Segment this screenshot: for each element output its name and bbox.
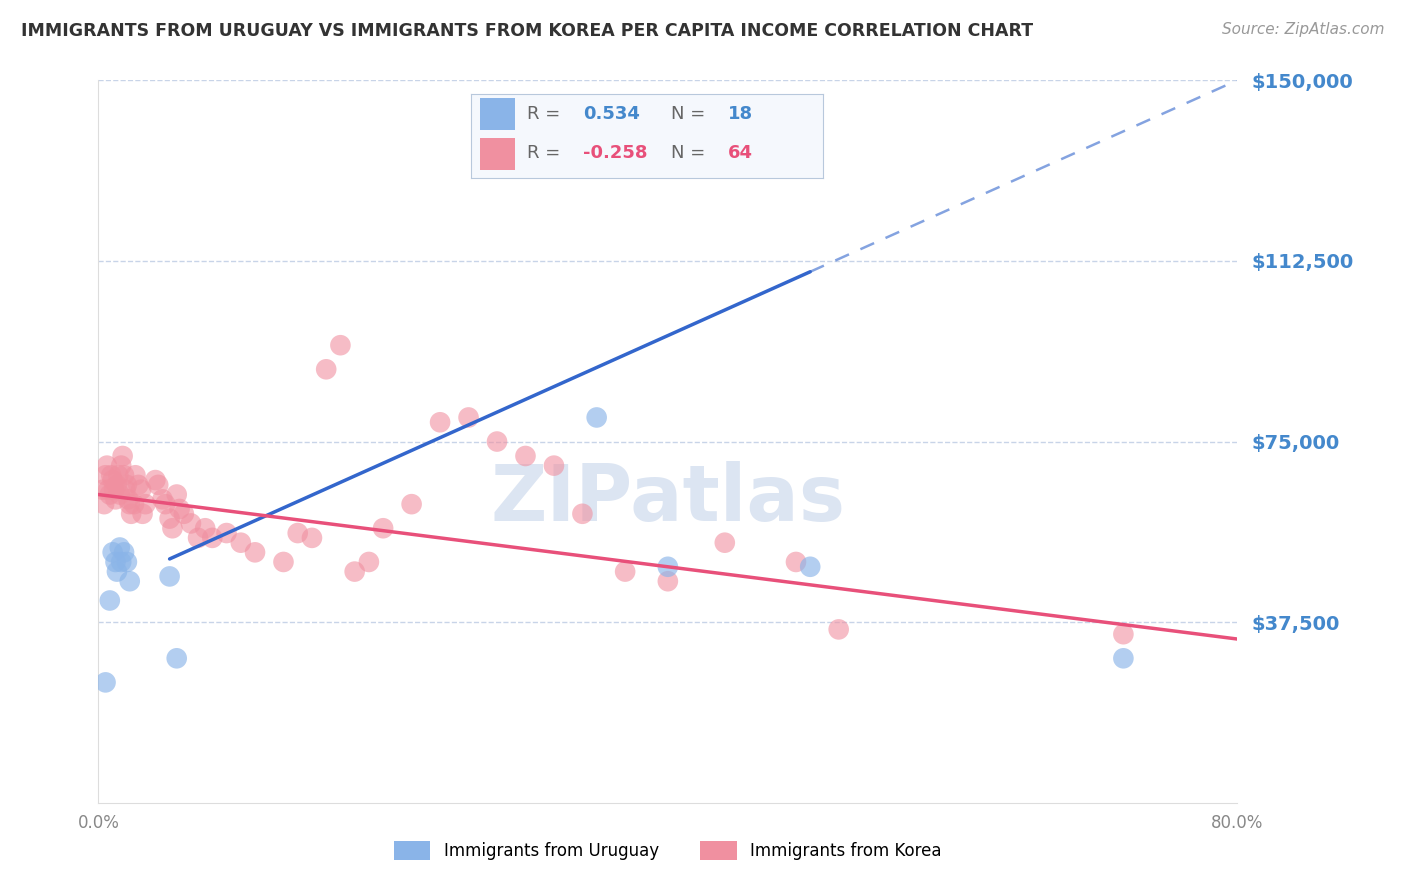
Point (124, 468, 146, 483)
Point (571, 507, 593, 521)
Point (101, 545, 124, 559)
Point (614, 565, 637, 579)
Point (201, 531, 224, 545)
Point (155, 497, 177, 511)
Point (127, 478, 149, 492)
Point (96, 458, 118, 473)
Point (585, 410, 607, 425)
Point (105, 478, 128, 492)
Point (657, 559, 679, 574)
Point (111, 449, 134, 463)
Point (159, 511, 181, 525)
Point (97, 483, 120, 497)
Point (515, 449, 537, 463)
Point (373, 521, 395, 535)
Legend: Immigrants from Uruguay, Immigrants from Korea: Immigrants from Uruguay, Immigrants from… (387, 834, 949, 867)
Point (104, 492, 127, 507)
Point (357, 555, 380, 569)
Point (543, 458, 565, 473)
Point (115, 555, 138, 569)
Point (101, 473, 124, 487)
Point (828, 623, 851, 637)
Point (104, 555, 127, 569)
Text: R =: R = (527, 144, 561, 162)
Point (215, 526, 238, 541)
Text: ZIPatlas: ZIPatlas (491, 461, 845, 537)
Point (301, 531, 323, 545)
Text: R =: R = (527, 105, 561, 123)
Point (129, 483, 152, 497)
Point (120, 507, 142, 521)
Point (98, 593, 121, 607)
Point (100, 468, 122, 483)
Point (657, 574, 679, 589)
Point (287, 526, 309, 541)
Bar (479, 98, 515, 130)
Point (118, 497, 141, 511)
Text: 18: 18 (728, 105, 752, 123)
Text: 64: 64 (728, 144, 752, 162)
Point (110, 458, 132, 473)
Point (112, 468, 135, 483)
Point (187, 531, 209, 545)
Point (166, 651, 188, 665)
Point (785, 555, 807, 569)
Point (273, 555, 295, 569)
Point (105, 565, 128, 579)
Point (107, 468, 129, 483)
Point (180, 516, 202, 531)
Text: 0.534: 0.534 (583, 105, 640, 123)
Point (148, 478, 170, 492)
Text: IMMIGRANTS FROM URUGUAY VS IMMIGRANTS FROM KOREA PER CAPITA INCOME CORRELATION C: IMMIGRANTS FROM URUGUAY VS IMMIGRANTS FR… (21, 22, 1033, 40)
Point (108, 487, 131, 501)
Point (1112, 627, 1135, 641)
Bar (479, 137, 515, 169)
Point (91, 483, 114, 497)
Point (94, 468, 117, 483)
Text: -0.258: -0.258 (583, 144, 648, 162)
Point (93, 497, 115, 511)
Point (152, 492, 174, 507)
Point (486, 434, 509, 449)
Point (315, 362, 337, 376)
Point (401, 497, 423, 511)
Point (343, 565, 366, 579)
Text: Source: ZipAtlas.com: Source: ZipAtlas.com (1222, 22, 1385, 37)
Point (118, 574, 141, 589)
Text: N =: N = (672, 105, 706, 123)
Point (799, 559, 821, 574)
Point (122, 497, 145, 511)
Point (159, 569, 181, 583)
Point (108, 541, 131, 555)
Point (110, 555, 132, 569)
Point (166, 487, 188, 501)
Point (145, 473, 167, 487)
Point (134, 497, 156, 511)
Point (457, 410, 479, 425)
Point (429, 415, 451, 429)
Point (169, 502, 191, 516)
Point (112, 545, 135, 559)
Point (229, 535, 252, 549)
Point (98, 487, 121, 501)
Point (162, 521, 184, 535)
Point (114, 483, 136, 497)
Point (117, 492, 139, 507)
Point (243, 545, 266, 559)
Point (194, 521, 217, 535)
Point (1112, 651, 1135, 665)
Point (94, 675, 117, 690)
Point (714, 535, 737, 549)
Text: N =: N = (672, 144, 706, 162)
Point (103, 483, 125, 497)
Point (115, 478, 138, 492)
Point (131, 507, 153, 521)
Point (329, 338, 352, 352)
Point (173, 507, 195, 521)
